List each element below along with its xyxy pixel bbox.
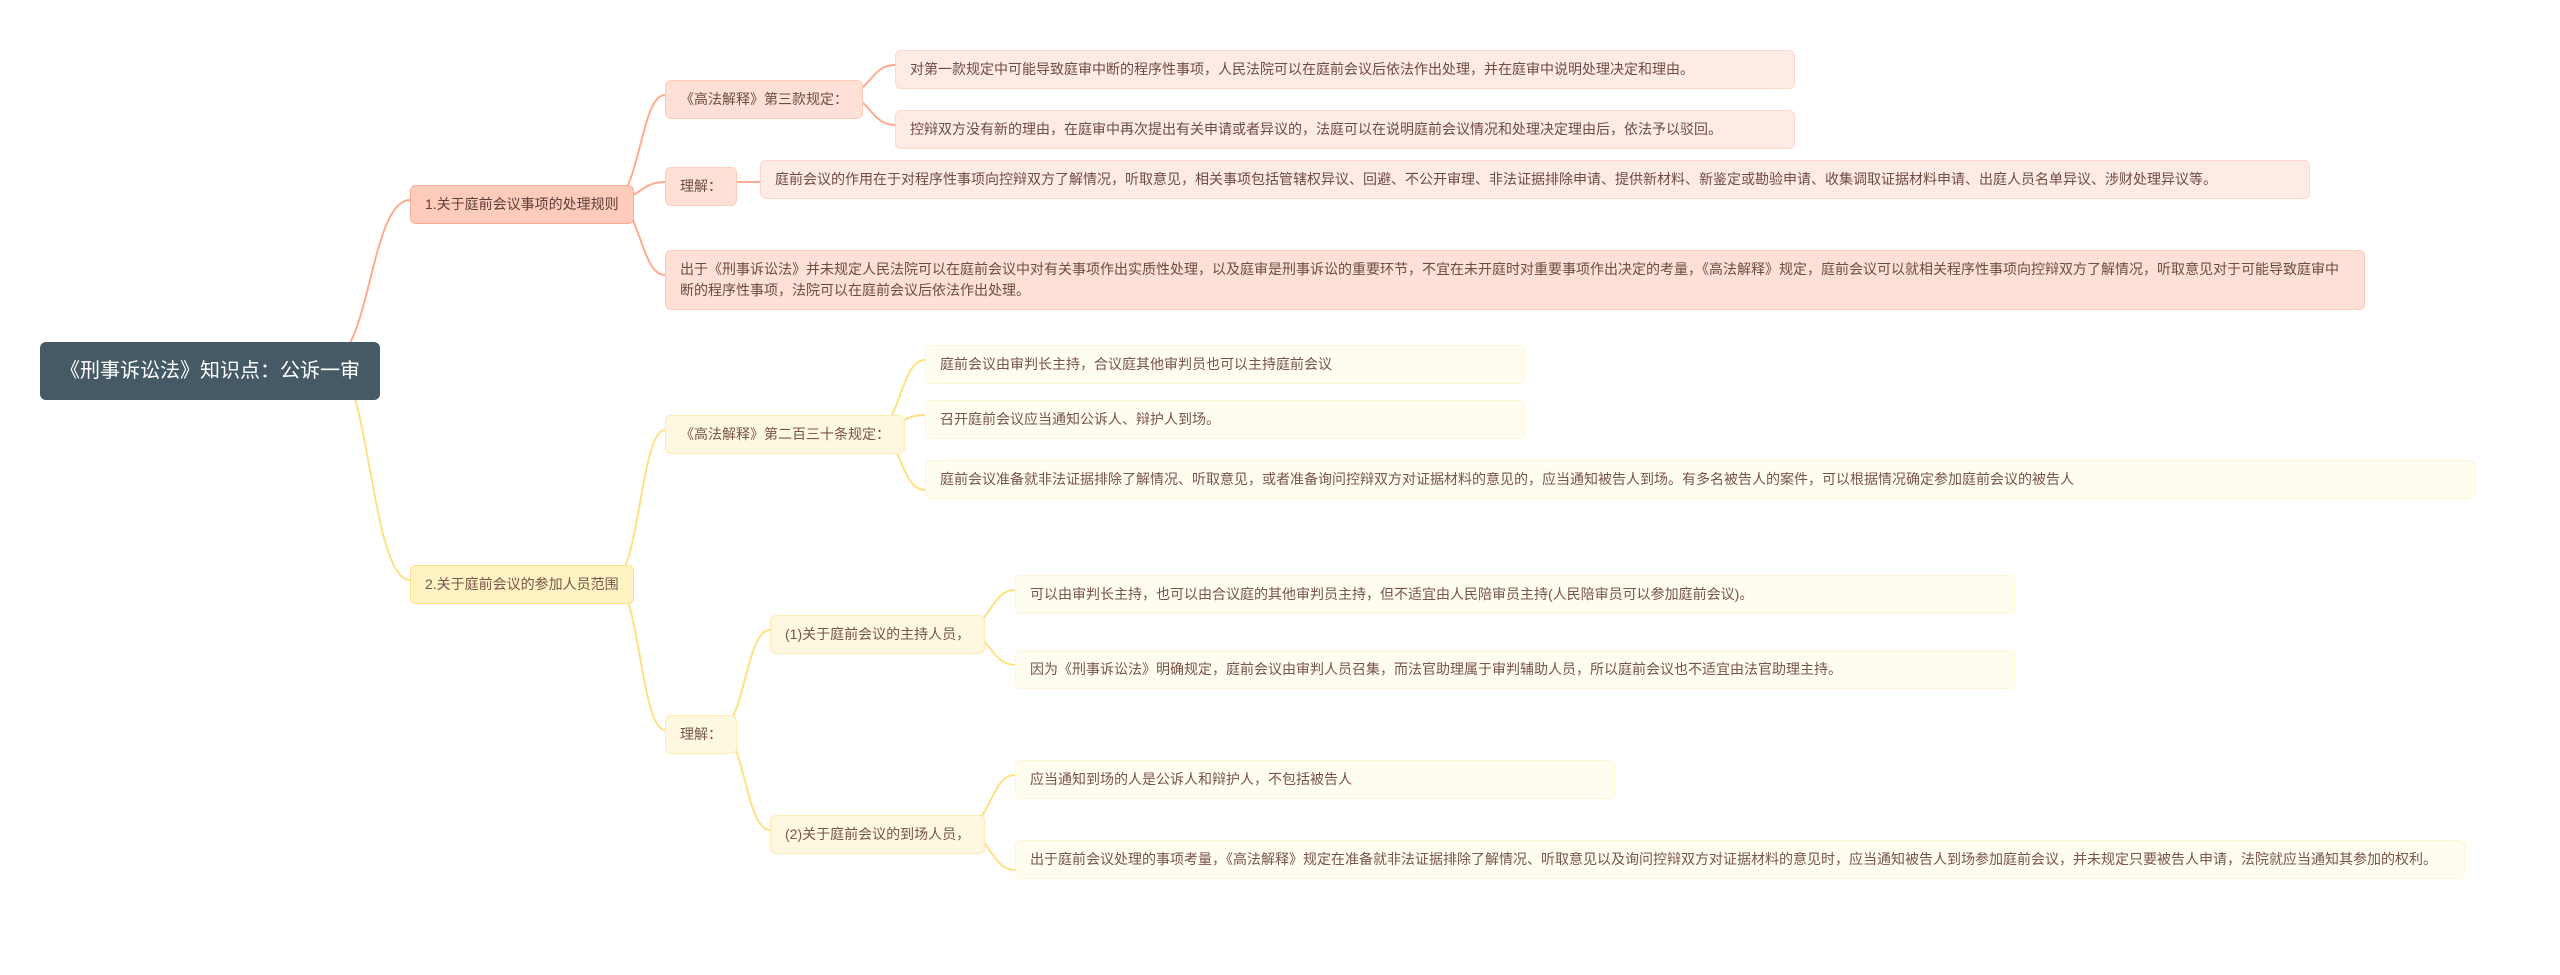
- branch1-node: 1.关于庭前会议事项的处理规则: [410, 185, 634, 224]
- branch2-group2-item1: 出于庭前会议处理的事项考量，《高法解释》规定在准备就非法证据排除了解情况、听取意…: [1015, 840, 2465, 879]
- branch2-group1-item1: 因为《刑事诉讼法》明确规定，庭前会议由审判人员召集，而法官助理属于审判辅助人员，…: [1015, 650, 2015, 689]
- branch1-sub1-label: 《高法解释》第三款规定：: [665, 80, 863, 119]
- branch2-group2-label: (2)关于庭前会议的到场人员，: [770, 815, 985, 854]
- branch2-label: 2.关于庭前会议的参加人员范围: [425, 576, 619, 592]
- branch2-sub1-label: 《高法解释》第二百三十条规定：: [665, 415, 905, 454]
- branch2-sub1-item0: 庭前会议由审判长主持，合议庭其他审判员也可以主持庭前会议: [925, 345, 1525, 384]
- branch1-sub2-text: 庭前会议的作用在于对程序性事项向控辩双方了解情况，听取意见，相关事项包括管辖权异…: [760, 160, 2310, 199]
- branch1-label: 1.关于庭前会议事项的处理规则: [425, 196, 619, 212]
- branch1-sub1-item0: 对第一款规定中可能导致庭审中断的程序性事项，人民法院可以在庭前会议后依法作出处理…: [895, 50, 1795, 89]
- root-label: 《刑事诉讼法》知识点：公诉一审: [60, 360, 360, 382]
- branch2-sub1-item1: 召开庭前会议应当通知公诉人、辩护人到场。: [925, 400, 1525, 439]
- branch2-sub2-label: 理解：: [665, 715, 737, 754]
- branch2-group1-label: (1)关于庭前会议的主持人员，: [770, 615, 985, 654]
- branch2-node: 2.关于庭前会议的参加人员范围: [410, 565, 634, 604]
- branch1-sub1-item1: 控辩双方没有新的理由，在庭审中再次提出有关申请或者异议的，法庭可以在说明庭前会议…: [895, 110, 1795, 149]
- root-node: 《刑事诉讼法》知识点：公诉一审: [40, 342, 380, 400]
- branch2-group1-item0: 可以由审判长主持，也可以由合议庭的其他审判员主持，但不适宜由人民陪审员主持(人民…: [1015, 575, 2015, 614]
- branch1-sub2-label: 理解：: [665, 167, 737, 206]
- branch2-sub1-item2: 庭前会议准备就非法证据排除了解情况、听取意见，或者准备询问控辩双方对证据材料的意…: [925, 460, 2475, 499]
- branch2-group2-item0: 应当通知到场的人是公诉人和辩护人，不包括被告人: [1015, 760, 1615, 799]
- branch1-sub3-text: 出于《刑事诉讼法》并未规定人民法院可以在庭前会议中对有关事项作出实质性处理，以及…: [665, 250, 2365, 310]
